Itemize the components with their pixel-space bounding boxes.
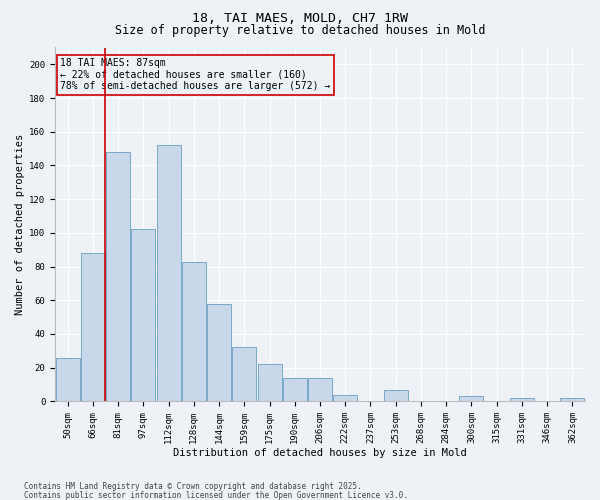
Bar bbox=[56, 358, 80, 402]
Y-axis label: Number of detached properties: Number of detached properties bbox=[15, 134, 25, 315]
Bar bbox=[460, 396, 484, 402]
Bar bbox=[510, 398, 534, 402]
Text: 18, TAI MAES, MOLD, CH7 1RW: 18, TAI MAES, MOLD, CH7 1RW bbox=[192, 12, 408, 26]
Text: 18 TAI MAES: 87sqm
← 22% of detached houses are smaller (160)
78% of semi-detach: 18 TAI MAES: 87sqm ← 22% of detached hou… bbox=[61, 58, 331, 92]
Bar bbox=[257, 364, 281, 402]
Bar bbox=[384, 390, 408, 402]
Bar bbox=[560, 398, 584, 402]
Bar bbox=[207, 304, 231, 402]
Bar bbox=[283, 378, 307, 402]
Bar bbox=[106, 152, 130, 402]
X-axis label: Distribution of detached houses by size in Mold: Distribution of detached houses by size … bbox=[173, 448, 467, 458]
Text: Size of property relative to detached houses in Mold: Size of property relative to detached ho… bbox=[115, 24, 485, 37]
Bar bbox=[308, 378, 332, 402]
Bar bbox=[81, 253, 105, 402]
Text: Contains public sector information licensed under the Open Government Licence v3: Contains public sector information licen… bbox=[24, 490, 408, 500]
Bar bbox=[131, 230, 155, 402]
Text: Contains HM Land Registry data © Crown copyright and database right 2025.: Contains HM Land Registry data © Crown c… bbox=[24, 482, 362, 491]
Bar bbox=[232, 348, 256, 402]
Bar bbox=[182, 262, 206, 402]
Bar bbox=[157, 145, 181, 402]
Bar bbox=[333, 394, 357, 402]
